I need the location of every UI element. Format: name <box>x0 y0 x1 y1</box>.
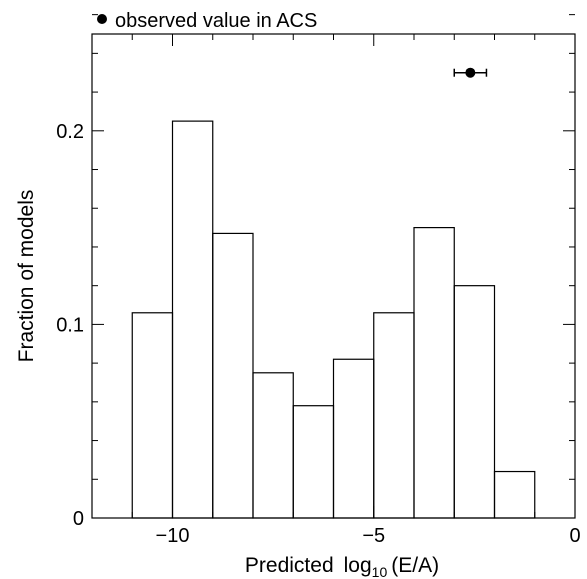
histogram-bar <box>132 313 172 518</box>
histogram-bar <box>253 373 293 518</box>
x-tick-label: −5 <box>362 525 385 547</box>
y-axis-label: Fraction of models <box>15 190 38 363</box>
observed-marker <box>465 68 475 78</box>
histogram-bar <box>213 233 253 518</box>
observed-point <box>454 68 486 78</box>
x-tick-label: −10 <box>156 525 190 547</box>
x-tick-label: 0 <box>569 525 580 547</box>
histogram-bar <box>454 286 494 518</box>
histogram-bar <box>293 406 333 518</box>
histogram-bar <box>414 228 454 518</box>
y-tick-label: 0 <box>73 508 84 530</box>
legend-label: observed value in ACS <box>115 10 317 32</box>
histogram-bar <box>173 121 213 518</box>
tick-labels: −10 −5 0 0 0.1 0.2 <box>56 121 580 547</box>
histogram-bar <box>334 359 374 518</box>
y-tick-label: 0.1 <box>56 314 84 336</box>
histogram-bar <box>495 472 535 518</box>
histogram-bins <box>132 121 535 518</box>
histogram-bar <box>374 313 414 518</box>
x-axis-label: Predicted log10 (E/A) <box>245 554 439 579</box>
y-tick-label: 0.2 <box>56 121 84 143</box>
legend-marker <box>97 14 107 24</box>
